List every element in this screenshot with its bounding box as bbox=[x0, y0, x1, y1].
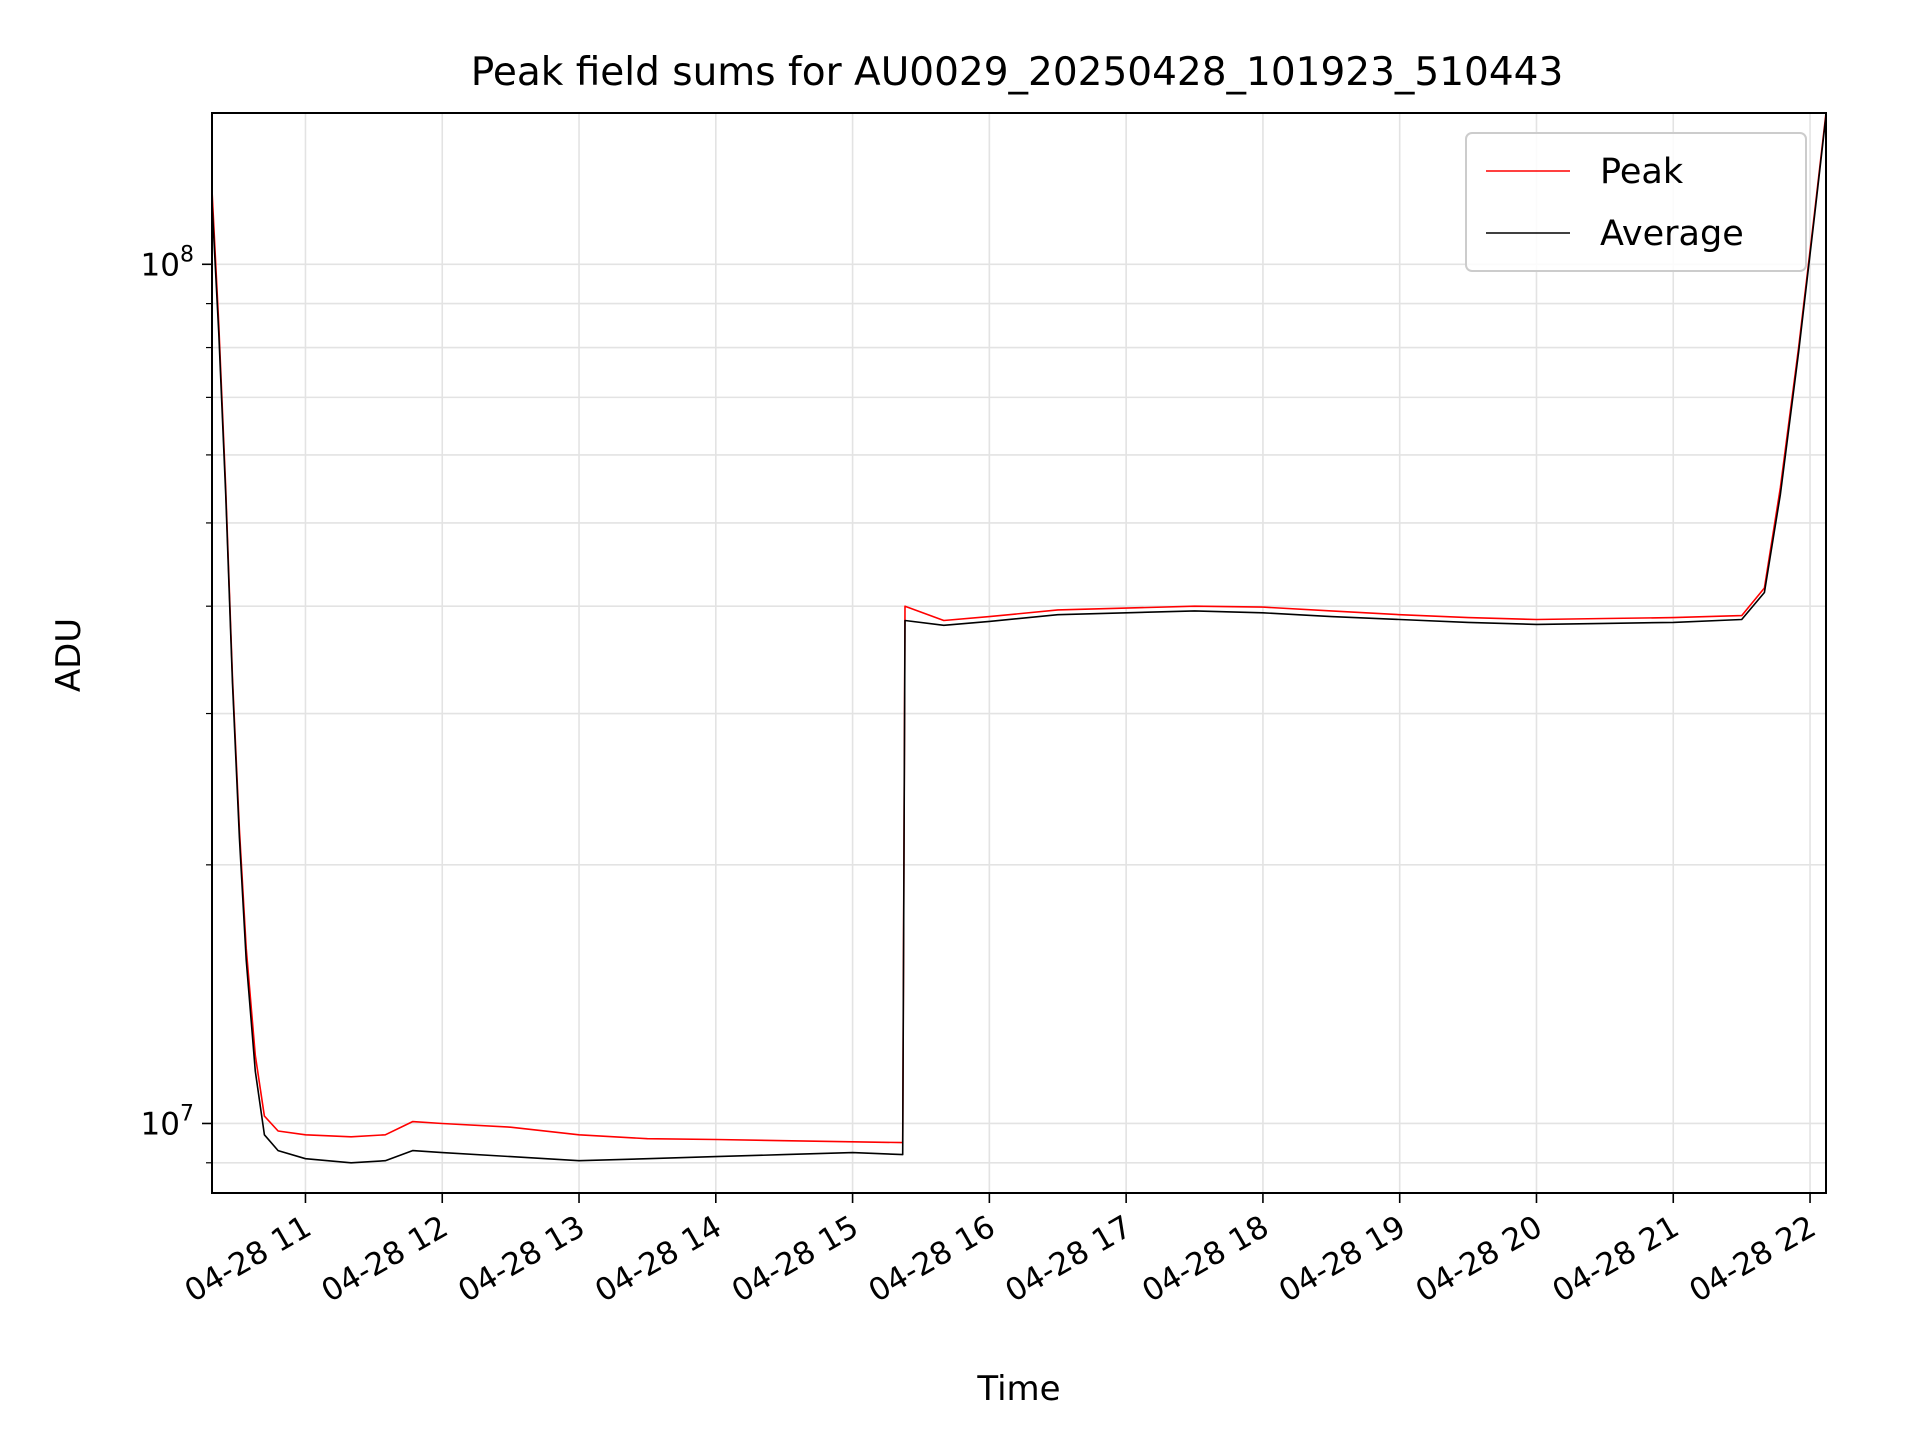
series-layer bbox=[211, 112, 1827, 1164]
y-tick-label: 108 bbox=[141, 242, 194, 283]
legend-label: Peak bbox=[1600, 152, 1684, 192]
series-line-average bbox=[211, 115, 1827, 1164]
y-axis-label: ADU bbox=[49, 618, 89, 692]
legend-box bbox=[1465, 132, 1807, 272]
chart-title: Peak field sums for AU0029_20250428_1019… bbox=[471, 50, 1564, 95]
legend-label: Average bbox=[1600, 214, 1744, 254]
series-line-peak bbox=[211, 112, 1827, 1144]
plot-area-frame bbox=[211, 112, 1827, 1194]
legend: Peak Average bbox=[1465, 132, 1807, 272]
x-axis-label: Time bbox=[976, 1369, 1060, 1409]
y-tick-label: 107 bbox=[141, 1101, 194, 1142]
grid-lines bbox=[212, 113, 1826, 1193]
